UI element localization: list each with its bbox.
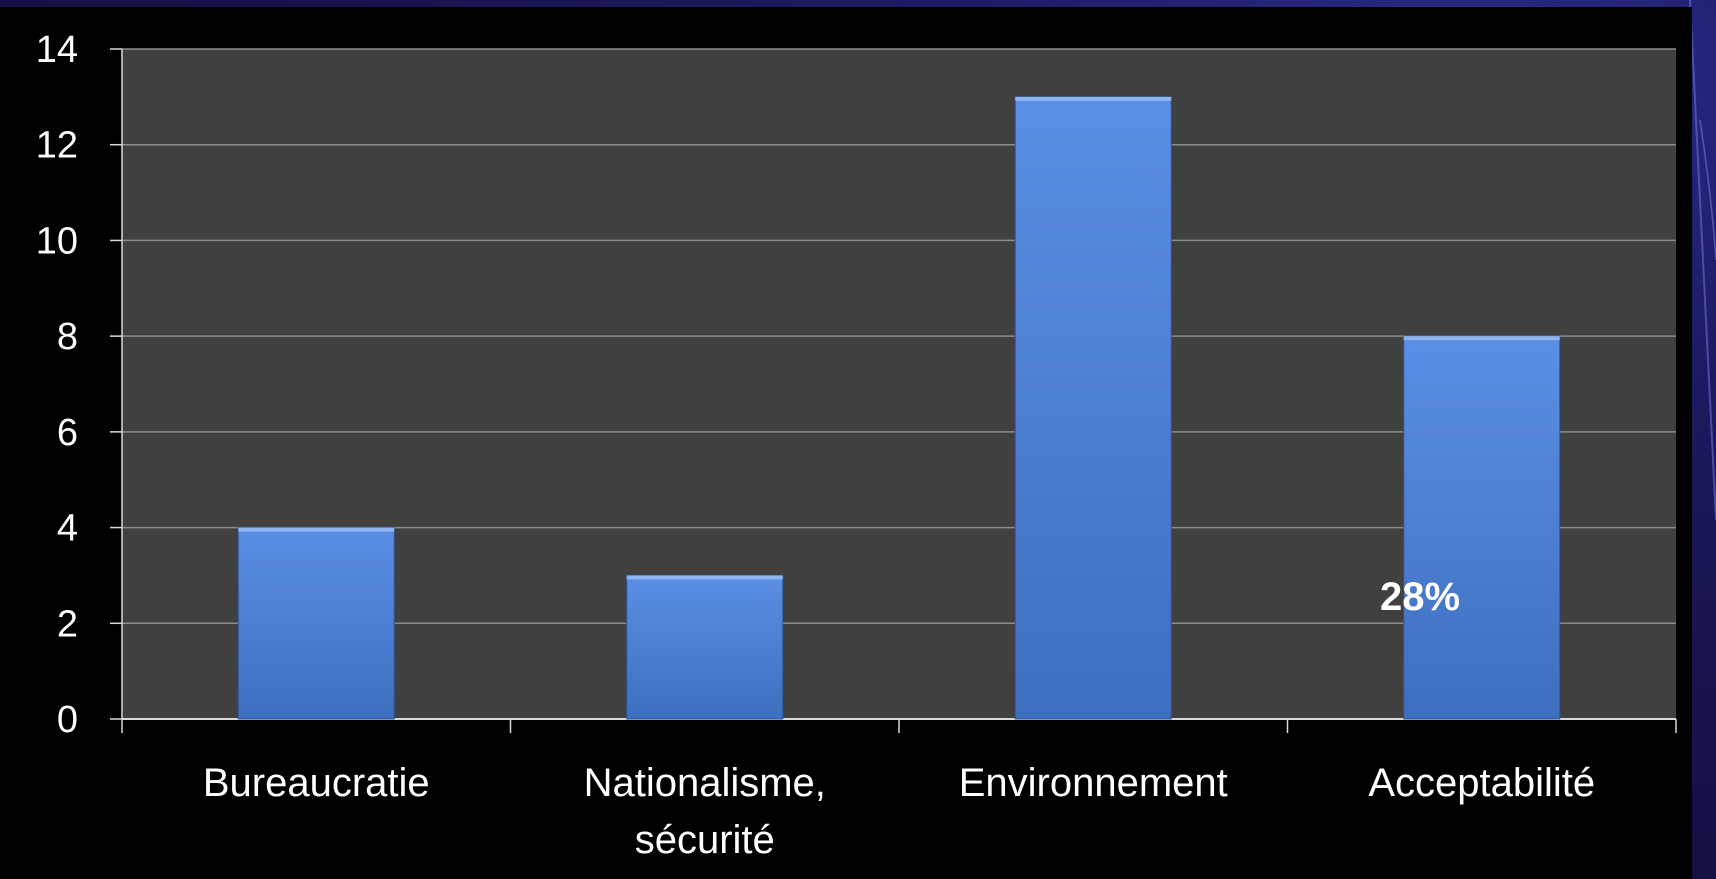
x-tick-label: Acceptabilité [1368,761,1595,805]
bar-highlight [238,527,395,532]
y-tick-label: 4 [57,508,78,550]
y-tick-label: 8 [57,316,78,358]
y-tick-label: 10 [36,220,78,262]
y-tick-label: 0 [57,699,78,741]
bar-highlight [1403,336,1560,341]
bar [1014,96,1172,720]
bar [1403,335,1561,720]
bar [237,527,395,720]
y-tick-label: 6 [57,412,78,454]
bar-highlight [626,575,783,580]
annotation-label: 28% [1380,575,1460,619]
y-tick-label: 2 [57,603,78,645]
x-tick-label: Bureaucratie [203,761,430,805]
x-tick-label: Nationalisme, sécurité [584,761,826,862]
y-tick-label: 14 [36,29,78,71]
bar [626,574,784,720]
y-tick-label: 12 [36,125,78,167]
bar-highlight [1015,96,1172,101]
x-tick-label: Environnement [959,761,1228,805]
